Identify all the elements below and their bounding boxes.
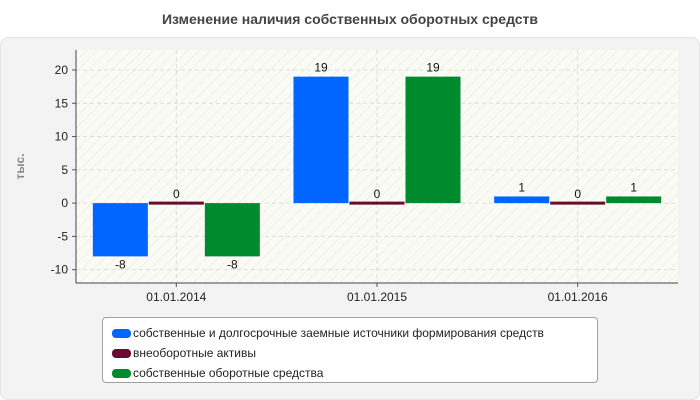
bar [148, 201, 204, 205]
y-tick-label: -10 [51, 263, 69, 277]
y-tick-label: 0 [61, 196, 68, 210]
data-label: 1 [630, 180, 637, 194]
y-axis-label: тыс. [13, 153, 27, 179]
legend-swatch [112, 348, 131, 358]
data-label: -8 [115, 257, 126, 271]
legend-swatch [112, 368, 131, 378]
legend-item: внеоборотные активы [112, 343, 597, 363]
legend-item: собственные оборотные средства [112, 363, 597, 383]
chart-legend: собственные и долгосрочные заемные источ… [102, 317, 598, 383]
bar [606, 196, 662, 204]
legend-swatch [112, 328, 131, 338]
y-tick-label: 20 [55, 63, 69, 77]
legend-label: собственные оборотные средства [133, 366, 324, 380]
data-label: 19 [426, 61, 440, 75]
legend-label: собственные и долгосрочные заемные источ… [133, 326, 544, 340]
x-tick-label: 01.01.2015 [347, 290, 407, 304]
bar [405, 76, 461, 204]
bar [550, 201, 606, 205]
legend-item: собственные и долгосрочные заемные источ… [112, 323, 597, 343]
bar [204, 203, 260, 257]
x-tick-label: 01.01.2016 [548, 290, 608, 304]
data-label: 0 [173, 187, 180, 201]
data-label: 1 [518, 180, 525, 194]
legend-label: внеоборотные активы [133, 346, 256, 360]
chart-title: Изменение наличия собственных оборотных … [161, 11, 539, 27]
bar [293, 76, 349, 204]
y-tick-label: 15 [55, 96, 69, 110]
data-label: -8 [227, 257, 238, 271]
y-tick-label: 5 [61, 163, 68, 177]
data-label: 0 [574, 187, 581, 201]
y-tick-label: -5 [57, 229, 68, 243]
data-label: 19 [314, 61, 328, 75]
data-label: 0 [374, 187, 381, 201]
bar [349, 201, 405, 205]
bar [494, 196, 550, 204]
x-tick-label: 01.01.2014 [146, 290, 206, 304]
bar [92, 203, 148, 257]
y-tick-label: 10 [55, 130, 69, 144]
